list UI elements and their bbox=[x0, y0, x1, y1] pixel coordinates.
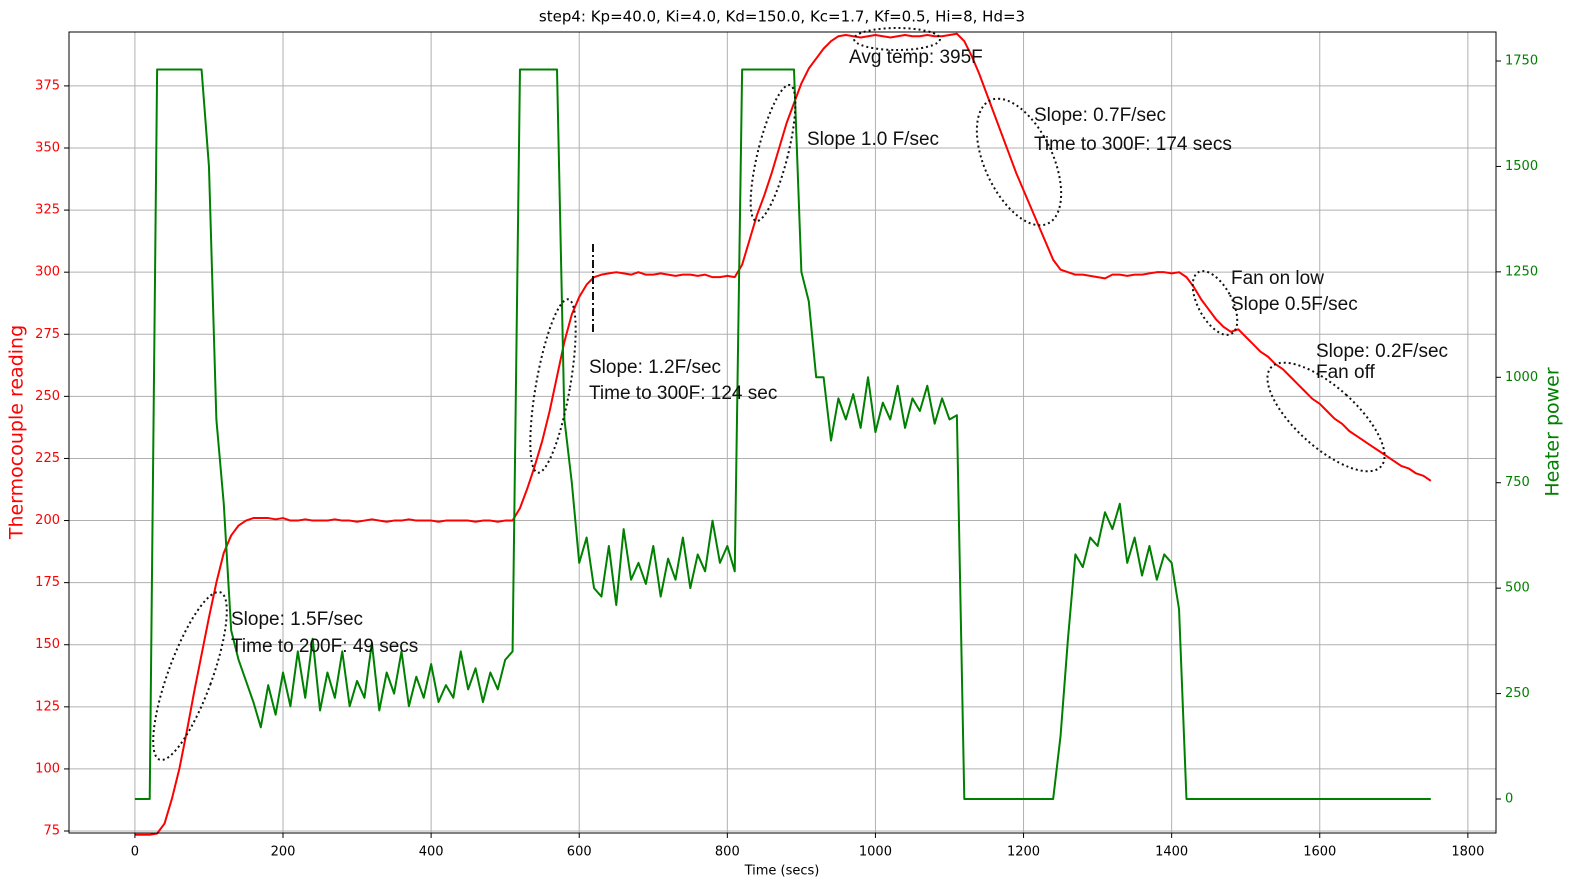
x-tick-label: 1200 bbox=[1007, 845, 1040, 860]
y2-tick-label: 750 bbox=[1505, 475, 1530, 490]
y2-axis-label: Heater power bbox=[1542, 367, 1564, 497]
y-tick-label: 300 bbox=[35, 265, 60, 280]
annotation: Time to 300F: 124 sec bbox=[589, 383, 777, 404]
y2-tick-label: 1750 bbox=[1505, 54, 1538, 69]
y-tick-label: 100 bbox=[35, 761, 60, 776]
annotation: Fan on low bbox=[1231, 268, 1324, 289]
series-line bbox=[134, 32, 1432, 836]
x-tick-label: 600 bbox=[567, 845, 592, 860]
y2-tick-label: 1000 bbox=[1505, 370, 1538, 385]
annotation: Slope 1.0 F/sec bbox=[807, 129, 939, 150]
y-tick-label: 350 bbox=[35, 140, 60, 155]
y-tick-label: 125 bbox=[35, 699, 60, 714]
annotation: Slope: 1.2F/sec bbox=[589, 357, 721, 378]
lines bbox=[134, 32, 1432, 836]
annotation: Time to 200F: 49 secs bbox=[231, 636, 418, 657]
ellipse bbox=[975, 97, 1063, 227]
x-axis-label: Time (secs) bbox=[744, 864, 820, 879]
ellipse bbox=[1266, 361, 1386, 473]
series-line bbox=[134, 68, 1431, 801]
x-tick-label: 400 bbox=[419, 845, 444, 860]
ellipse bbox=[749, 83, 797, 223]
annotation: Slope: 0.2F/sec bbox=[1316, 341, 1448, 362]
x-tick-label: 1000 bbox=[859, 845, 892, 860]
y-tick-label: 175 bbox=[35, 575, 60, 590]
y-axis-label: Thermocouple reading bbox=[6, 325, 28, 540]
y-tick-label: 325 bbox=[35, 203, 60, 218]
x-tick-label: 0 bbox=[131, 845, 139, 860]
annotation: Time to 300F: 174 secs bbox=[1034, 134, 1232, 155]
ellipse bbox=[853, 27, 941, 51]
annotation: Avg temp: 395F bbox=[849, 47, 983, 68]
y-tick-label: 225 bbox=[35, 451, 60, 466]
plot-frame bbox=[68, 31, 1497, 834]
x-tick-label: 1600 bbox=[1303, 845, 1336, 860]
y-tick-label: 75 bbox=[43, 824, 60, 839]
annotation: Slope 0.5F/sec bbox=[1231, 294, 1358, 315]
y-tick-label: 150 bbox=[35, 637, 60, 652]
annotation-ellipses bbox=[152, 27, 1386, 761]
x-tick-label: 800 bbox=[715, 845, 740, 860]
annotation: Slope: 0.7F/sec bbox=[1034, 105, 1166, 126]
x-tick-label: 1800 bbox=[1451, 845, 1484, 860]
x-tick-label: 200 bbox=[271, 845, 296, 860]
y-tick-label: 275 bbox=[35, 327, 60, 342]
y-tick-label: 250 bbox=[35, 389, 60, 404]
annotation: Slope: 1.5F/sec bbox=[231, 609, 363, 630]
ellipse bbox=[529, 298, 577, 474]
y2-tick-label: 500 bbox=[1505, 581, 1530, 596]
y-tick-label: 200 bbox=[35, 513, 60, 528]
annotation: Fan off bbox=[1316, 362, 1376, 383]
ellipse bbox=[152, 591, 228, 761]
y2-tick-label: 0 bbox=[1505, 792, 1513, 807]
y2-tick-label: 1500 bbox=[1505, 159, 1538, 174]
x-tick-label: 1400 bbox=[1155, 845, 1188, 860]
ellipse bbox=[1191, 270, 1239, 336]
grid bbox=[69, 32, 1496, 833]
y2-tick-label: 250 bbox=[1505, 686, 1530, 701]
y2-tick-label: 1250 bbox=[1505, 264, 1538, 279]
chart-title: step4: Kp=40.0, Ki=4.0, Kd=150.0, Kc=1.7… bbox=[539, 8, 1025, 26]
y-tick-label: 375 bbox=[35, 78, 60, 93]
